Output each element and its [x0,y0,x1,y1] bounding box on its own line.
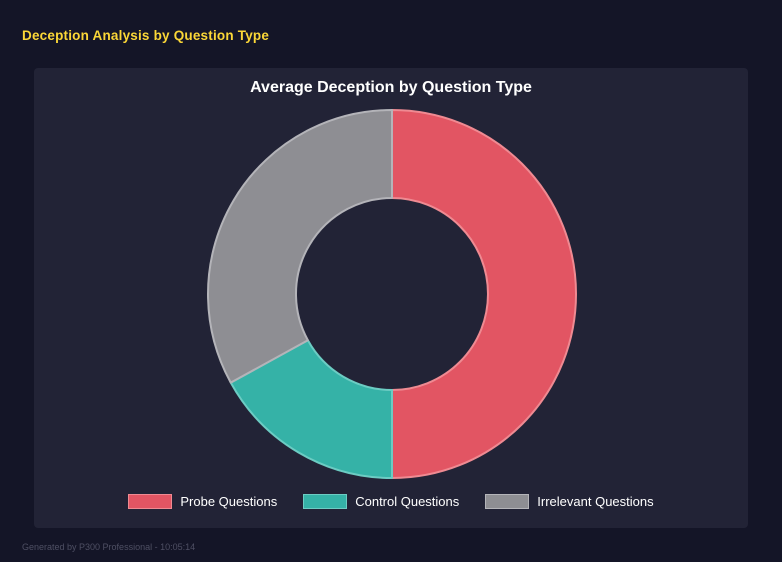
chart-panel: Average Deception by Question Type Probe… [34,68,748,528]
footer-note: Generated by P300 Professional - 10:05:1… [22,542,196,552]
legend-swatch-control-questions [303,494,348,509]
legend-item-control-questions[interactable]: Control Questions [303,494,459,509]
chart-title: Average Deception by Question Type [250,79,532,96]
legend-swatch-probe-questions [128,494,173,509]
legend-item-probe-questions[interactable]: Probe Questions [128,494,277,509]
legend-item-irrelevant-questions[interactable]: Irrelevant Questions [485,494,654,509]
legend-label-irrelevant-questions: Irrelevant Questions [537,494,654,509]
legend-label-control-questions: Control Questions [355,494,460,509]
donut-chart [207,109,577,479]
legend-label-probe-questions: Probe Questions [180,494,278,509]
donut-segment-control-questions[interactable] [229,339,393,479]
donut-segment-irrelevant-questions[interactable] [207,109,393,384]
chart-legend: Probe Questions Control Questions Irreleva… [34,494,748,509]
legend-swatch-irrelevant-questions [485,494,530,509]
page-title: Deception Analysis by Question Type [22,28,270,43]
donut-segment-probe-questions[interactable] [391,109,577,479]
